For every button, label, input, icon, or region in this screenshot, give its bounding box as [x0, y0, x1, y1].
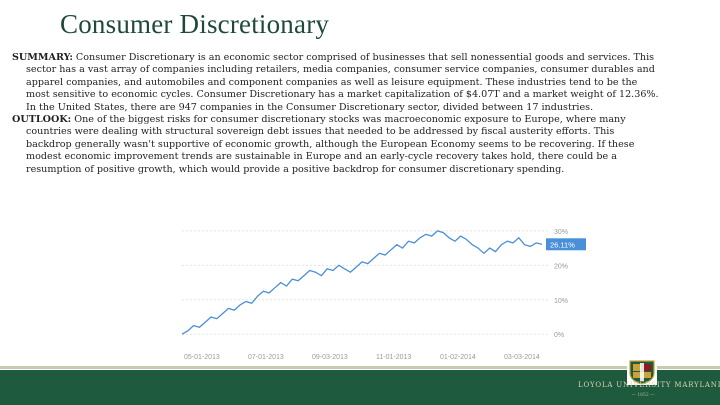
footer-bar — [0, 370, 720, 405]
x-tick-label: 09-03-2013 — [312, 354, 348, 361]
y-tick-label: 0% — [554, 332, 564, 339]
slide-body: SUMMARY: Consumer Discretionary is an ec… — [12, 52, 662, 176]
summary-label: SUMMARY: — [12, 52, 73, 63]
chart-svg: 0% 10% 20% 30% 05-01-2013 07-01-2013 09-03-201… — [181, 229, 586, 361]
y-tick-label: 30% — [554, 229, 568, 236]
outlook-paragraph: OUTLOOK: One of the biggest risks for co… — [12, 114, 662, 176]
x-tick-label: 11-01-2013 — [376, 354, 411, 361]
university-founded: — 1852 — — [631, 393, 655, 398]
university-seal-icon — [627, 359, 657, 385]
x-tick-label: 01-02-2014 — [440, 354, 476, 361]
summary-text: Consumer Discretionary is an economic se… — [26, 52, 659, 113]
x-tick-label: 07-01-2013 — [248, 354, 284, 361]
slide-title: Consumer Discretionary — [60, 9, 330, 39]
footer-divider — [0, 366, 720, 369]
performance-chart: 0% 10% 20% 30% 05-01-2013 07-01-2013 09-03-201… — [180, 218, 590, 364]
x-tick-label: 05-01-2013 — [184, 354, 220, 361]
summary-paragraph: SUMMARY: Consumer Discretionary is an ec… — [12, 52, 662, 114]
current-value-badge — [546, 238, 586, 251]
university-name: LOYOLA UNIVERSITY MARYLAND — [578, 381, 720, 389]
x-tick-label: 03-03-2014 — [504, 354, 540, 361]
outlook-text: One of the biggest risks for consumer di… — [26, 114, 635, 175]
current-value-label: 26.11% — [550, 240, 575, 249]
series-line — [181, 230, 543, 335]
y-tick-label: 10% — [554, 298, 568, 305]
y-tick-label: 20% — [554, 263, 568, 270]
outlook-label: OUTLOOK: — [12, 114, 72, 126]
